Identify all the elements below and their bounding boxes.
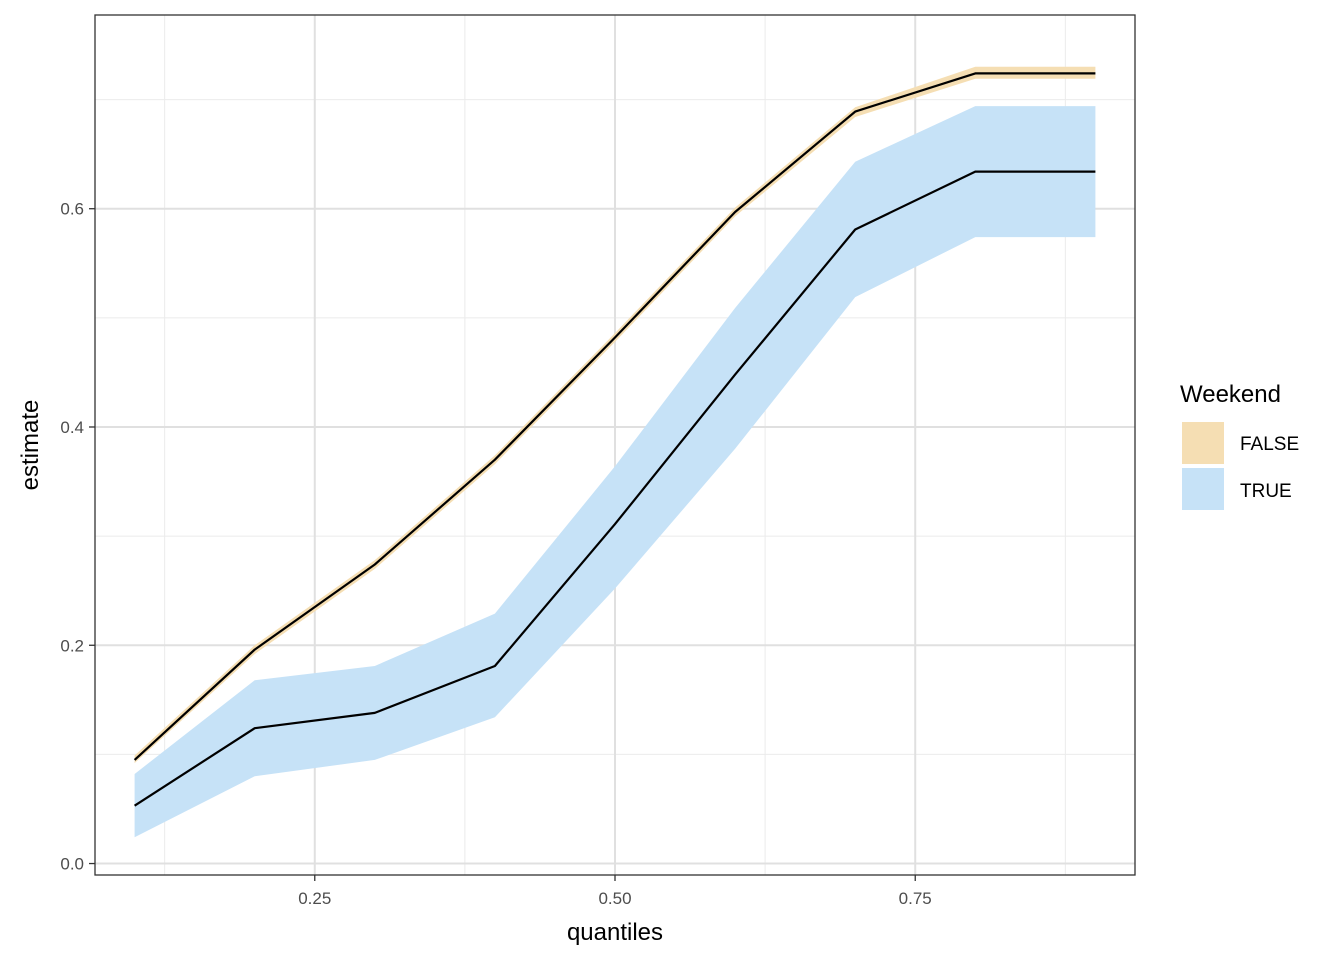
legend-label-true: TRUE <box>1240 481 1292 502</box>
line-false <box>133 72 1096 761</box>
x-tick-label: 0.25 <box>298 889 331 908</box>
legend: Weekend FALSE TRUE <box>1180 381 1299 510</box>
y-tick-label: 0.4 <box>60 418 84 437</box>
y-tick-label: 0.0 <box>60 855 84 874</box>
x-tick-labels: 0.25 0.50 0.75 <box>298 889 932 908</box>
legend-key-true <box>1182 468 1224 510</box>
y-tick-labels: 0.0 0.2 0.4 0.6 <box>60 200 84 874</box>
x-axis-title: quantiles <box>567 919 663 946</box>
y-tick-label: 0.6 <box>60 200 84 219</box>
ribbons <box>134 66 1096 838</box>
legend-label-false: FALSE <box>1240 434 1299 455</box>
legend-key-false <box>1182 422 1224 464</box>
line-true <box>134 170 1096 807</box>
y-axis-title: estimate <box>17 400 44 491</box>
lines <box>133 72 1096 807</box>
ribbon-true <box>134 106 1096 838</box>
legend-title: Weekend <box>1180 381 1281 408</box>
x-tick-label: 0.50 <box>598 889 631 908</box>
axis-ticks <box>89 208 916 881</box>
x-tick-label: 0.75 <box>899 889 932 908</box>
y-tick-label: 0.2 <box>60 636 84 655</box>
